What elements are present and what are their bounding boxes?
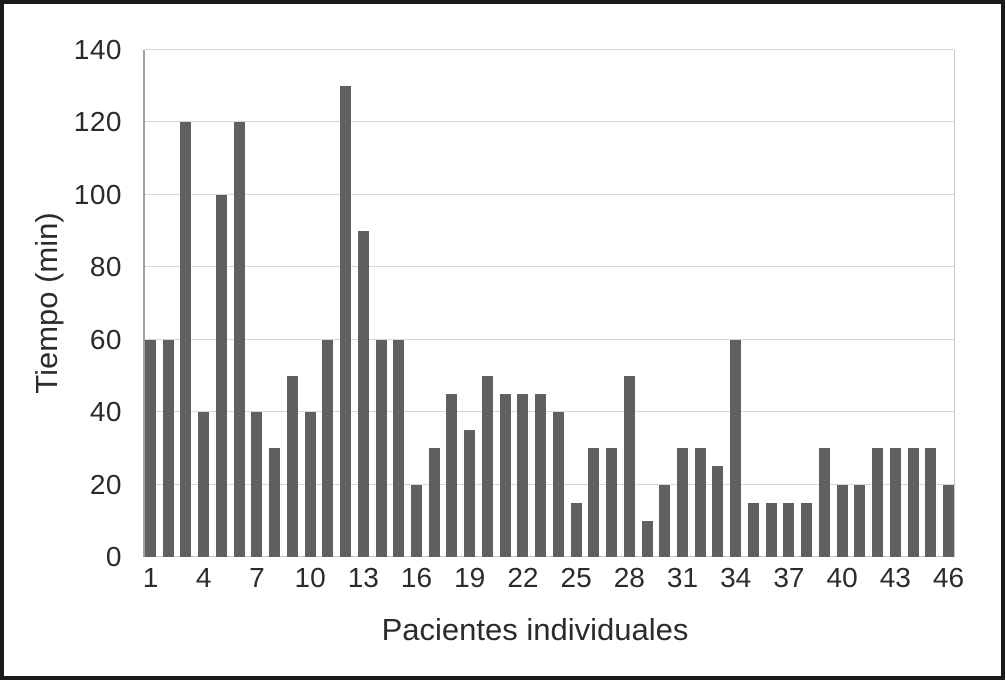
bar-patient-42 [872,448,884,557]
gridline-y-20 [145,483,954,485]
bar-patient-43 [889,448,901,557]
x-tick-label-13: 13 [347,562,379,593]
x-tick-label-10: 10 [294,562,326,593]
x-tick-label-34: 34 [720,562,752,593]
y-tick-label-60: 60 [89,323,122,355]
bar-patient-17 [428,448,440,557]
plot-area [143,49,955,557]
bar-patient-34 [730,339,742,557]
bar-patient-26 [588,448,600,557]
gridline-y-60 [145,338,954,340]
bar-patient-18 [446,394,458,557]
bar-patient-11 [322,339,334,557]
bar-patient-45 [925,448,937,557]
bar-patient-4 [198,412,210,557]
y-tick-label-140: 140 [73,34,122,65]
bar-patient-22 [517,394,529,557]
bar-patient-28 [623,375,635,557]
bar-patient-3 [180,122,192,557]
x-tick-label-37: 37 [773,562,805,593]
bar-patient-8 [269,448,281,557]
x-tick-label-31: 31 [666,562,699,593]
bar-patient-36 [765,502,777,557]
y-tick-label-100: 100 [73,178,122,210]
gridline-y-140 [145,49,954,50]
gridline-y-40 [145,411,954,413]
bar-patient-1 [145,339,156,557]
gridline-y-80 [145,266,954,268]
bar-patient-21 [499,394,511,557]
x-tick-label-25: 25 [560,562,592,593]
x-tick-label-1: 1 [142,562,159,593]
y-axis-title: Tiempo (min) [29,212,64,394]
bar-patient-14 [375,339,387,557]
bar-patient-10 [304,412,316,557]
x-axis-title: Pacientes individuales [381,612,689,647]
bar-patient-38 [801,502,813,557]
bar-patient-6 [233,122,245,557]
y-tick-label-20: 20 [89,468,122,500]
y-tick-label-40: 40 [89,396,122,428]
x-tick-label-28: 28 [613,562,645,593]
bar-patient-23 [535,394,547,557]
bar-patient-46 [943,484,954,557]
bar-patient-29 [641,520,653,557]
x-tick-label-7: 7 [249,562,265,593]
y-tick-label-80: 80 [89,251,122,283]
bar-patient-32 [694,448,706,557]
gridline-y-100 [145,193,954,195]
bar-patient-24 [552,412,564,557]
bar-patient-40 [836,484,848,557]
bar-patient-33 [712,466,724,557]
bar-patient-39 [818,448,830,557]
x-tick-label-16: 16 [400,562,433,593]
bar-patient-9 [286,375,298,557]
bar-patient-5 [215,194,227,557]
x-tick-label-4: 4 [195,562,212,593]
x-tick-label-19: 19 [454,562,486,593]
y-tick-label-0: 0 [105,541,122,572]
bar-patient-19 [464,430,476,557]
bar-patient-12 [340,86,352,557]
x-tick-label-43: 43 [879,562,911,593]
gridline-y-0 [145,556,954,557]
x-tick-label-40: 40 [826,562,858,593]
bar-patient-25 [570,502,582,557]
bar-patient-15 [393,339,405,557]
x-tick-label-46: 46 [932,562,965,593]
bar-patient-30 [659,484,671,557]
bar-patient-13 [357,231,369,557]
bar-patient-2 [162,339,174,557]
y-tick-label-120: 120 [73,106,122,138]
x-tick-label-22: 22 [507,562,539,593]
gridline-y-120 [145,121,954,123]
bar-patient-20 [481,375,493,557]
bar-patient-31 [677,448,688,557]
bar-patient-16 [411,484,422,557]
bar-patient-7 [251,412,263,557]
bar-patient-27 [606,448,618,557]
bar-patient-35 [747,502,759,557]
bar-patient-41 [854,484,866,557]
bar-patient-44 [907,448,919,557]
bar-patient-37 [783,502,795,557]
